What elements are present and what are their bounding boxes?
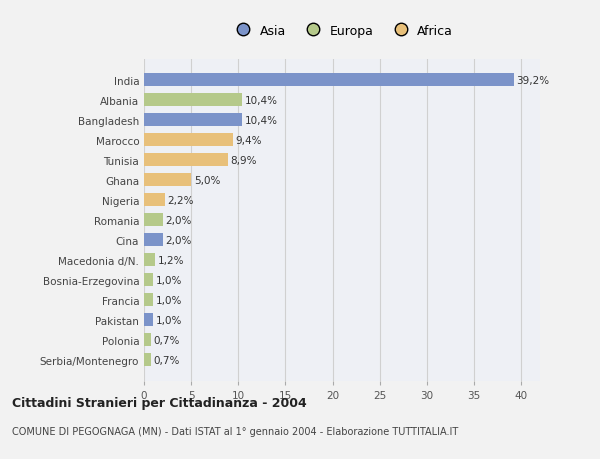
Text: 10,4%: 10,4% (245, 96, 278, 106)
Text: 10,4%: 10,4% (245, 116, 278, 126)
Bar (144, 134, 233, 147)
Text: 1,0%: 1,0% (156, 275, 182, 285)
Bar (144, 114, 242, 127)
Bar (144, 334, 151, 347)
Text: 9,4%: 9,4% (235, 135, 262, 146)
Bar (144, 234, 163, 247)
Text: 2,0%: 2,0% (166, 235, 192, 245)
Text: COMUNE DI PEGOGNAGA (MN) - Dati ISTAT al 1° gennaio 2004 - Elaborazione TUTTITAL: COMUNE DI PEGOGNAGA (MN) - Dati ISTAT al… (12, 426, 458, 436)
Text: 0,7%: 0,7% (154, 335, 180, 345)
Text: 2,2%: 2,2% (167, 196, 194, 205)
Text: Cittadini Stranieri per Cittadinanza - 2004: Cittadini Stranieri per Cittadinanza - 2… (12, 396, 307, 409)
Text: 39,2%: 39,2% (517, 76, 550, 86)
Bar (144, 174, 191, 187)
Text: 1,2%: 1,2% (158, 255, 185, 265)
Text: 2,0%: 2,0% (166, 215, 192, 225)
Bar (144, 274, 154, 286)
Bar (144, 194, 165, 207)
Bar (144, 294, 154, 307)
Bar (144, 94, 242, 107)
Text: 1,0%: 1,0% (156, 315, 182, 325)
Bar (144, 154, 228, 167)
Bar (144, 353, 151, 366)
Bar (144, 313, 154, 326)
Bar (144, 254, 155, 267)
Bar (144, 214, 163, 227)
Text: 1,0%: 1,0% (156, 295, 182, 305)
Text: 8,9%: 8,9% (231, 156, 257, 166)
Text: 0,7%: 0,7% (154, 355, 180, 365)
Legend: Asia, Europa, Africa: Asia, Europa, Africa (227, 21, 457, 41)
Bar (144, 74, 514, 87)
Text: 5,0%: 5,0% (194, 175, 220, 185)
